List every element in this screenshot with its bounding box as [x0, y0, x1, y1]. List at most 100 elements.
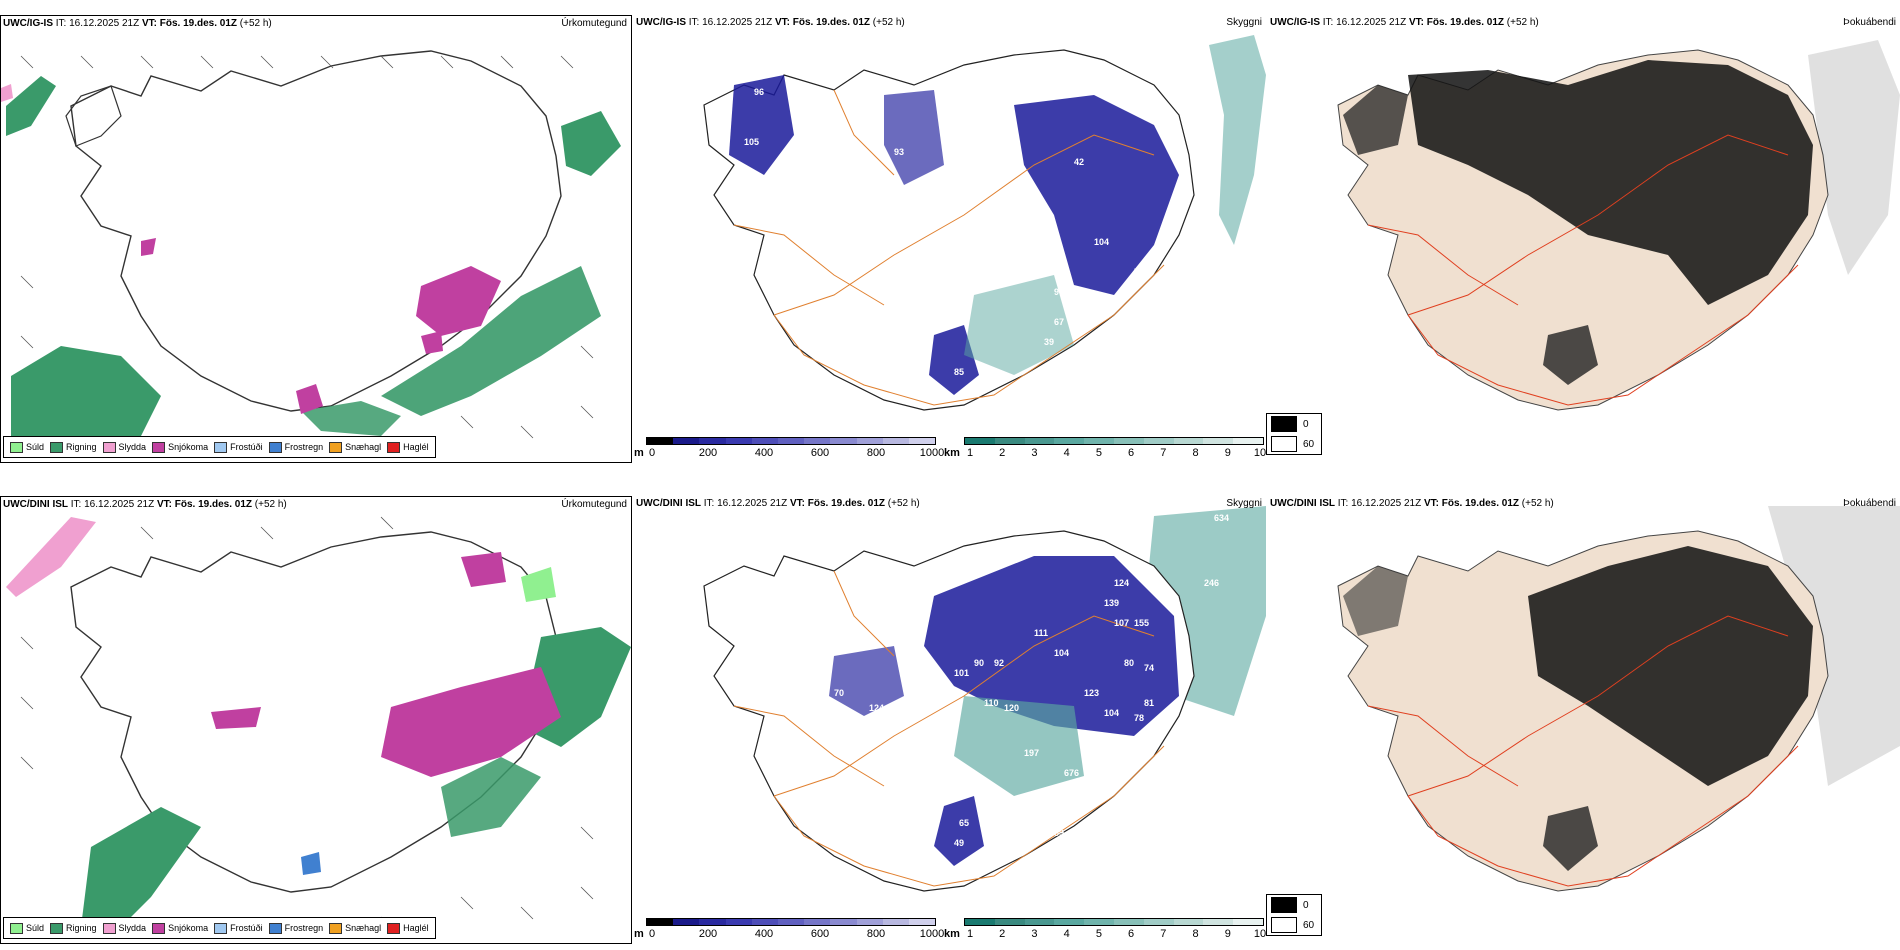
- point-value-label: 105: [744, 137, 759, 147]
- point-value-label: 58: [874, 117, 884, 127]
- drizzle-patch-north: [521, 567, 556, 602]
- precip-legend-top: Súld Rigning Slydda Snjókoma Frostúði Frostre…: [3, 436, 436, 458]
- fog-dark-westfjords: [1343, 566, 1408, 636]
- colorbar-tick: 5: [1095, 447, 1102, 459]
- legend-item-slydda: Slydda: [102, 441, 146, 453]
- colorbar-gradient: [964, 437, 1264, 445]
- point-value-label: 634: [1214, 513, 1229, 523]
- legend-item-frostúði: Frostúði: [214, 441, 263, 453]
- roads: [1367, 615, 1799, 887]
- precip-map-bottom: [6, 516, 631, 937]
- colorbar-tick: 2: [999, 928, 1006, 940]
- point-value-label: 49: [954, 838, 964, 848]
- cloud-base-colorbar-top: m 0 200 400 600 800 1000: [634, 437, 944, 461]
- vis-area-south-interior: [954, 696, 1084, 796]
- point-value-label: 40: [944, 407, 954, 417]
- point-value-label: 83: [814, 227, 824, 237]
- point-value-label: 29: [1074, 788, 1084, 798]
- colorbar-tick: 8: [1192, 928, 1199, 940]
- rain-area-east: [561, 111, 621, 176]
- fog-legend-top: 0 60: [1266, 413, 1322, 455]
- legend-item-snjókoma: Snjókoma: [152, 441, 209, 453]
- snow-patch-west: [141, 238, 156, 256]
- snow-area-south: [296, 384, 323, 414]
- cloud-header-bottom: UWC/DINI ISL IT: 16.12.2025 21Z VT: Fös.…: [636, 498, 920, 509]
- colorbar-tick: 6: [1128, 447, 1135, 459]
- colorbar-tick: 800: [866, 928, 886, 940]
- legend-label: Rigning: [66, 442, 97, 452]
- legend-label: Súld: [26, 442, 45, 452]
- legend-label: Haglél: [403, 923, 429, 933]
- point-value-label: 67: [1054, 317, 1064, 327]
- legend-label: Frostúði: [230, 923, 263, 933]
- precip-legend-bottom: Súld Rigning Slydda Snjókoma Frostúði Frostre…: [3, 917, 436, 939]
- legend-item-slydda: Slydda: [102, 922, 147, 934]
- point-value-label: 99: [1044, 808, 1054, 818]
- fog-haze-east: [1768, 506, 1900, 786]
- point-value-label: 73: [694, 257, 704, 267]
- snow-patch-southeast: [421, 331, 443, 354]
- point-value-label: 85: [954, 367, 964, 377]
- fog-legend-max: 60: [1303, 919, 1315, 931]
- cloud-area-north: [729, 75, 794, 175]
- point-value-label: 90: [974, 658, 984, 668]
- rain-area-northwest: [6, 76, 56, 136]
- legend-label: Frostúði: [230, 442, 263, 452]
- snow-area-north: [461, 552, 506, 587]
- point-value-label: 56: [934, 387, 944, 397]
- point-value-label: 155: [1134, 618, 1149, 628]
- colorbar-tick: 600: [810, 447, 830, 459]
- cloud-header-top: UWC/IG-IS IT: 16.12.2025 21Z VT: Fös. 19…: [636, 17, 905, 28]
- point-value-label: 187: [794, 167, 809, 177]
- legend-item-frostregn: Frostregn: [268, 922, 323, 934]
- fog-legend-max: 60: [1303, 438, 1315, 450]
- colorbar-tick: 7: [1160, 928, 1167, 940]
- point-value-label: 93: [894, 147, 904, 157]
- colorbar-tick: 2: [999, 447, 1006, 459]
- point-value-label: 42: [1074, 157, 1084, 167]
- legend-item-snæhagl: Snæhagl: [329, 441, 381, 453]
- colorbar-tick: 600: [810, 928, 830, 940]
- legend-label: Snjókoma: [168, 442, 209, 452]
- colorbar-tick: 1000: [919, 928, 945, 940]
- legend-item-súld: Súld: [10, 922, 44, 934]
- point-value-label: 124: [869, 703, 884, 713]
- point-value-label: 23: [764, 668, 774, 678]
- legend-swatch: [387, 441, 401, 453]
- fog-legend-min: 0: [1303, 899, 1309, 911]
- legend-item-snæhagl: Snæhagl: [329, 922, 382, 934]
- roads: [733, 570, 1165, 887]
- fog-header-bottom: UWC/DINI ISL IT: 16.12.2025 21Z VT: Fös.…: [1270, 498, 1554, 509]
- precip-title-top: Úrkomutegund: [561, 18, 627, 29]
- colorbar-tick: 1: [966, 447, 974, 459]
- cloud-area-south: [934, 796, 984, 866]
- fog-panel-top: UWC/IG-IS IT: 16.12.2025 21Z VT: Fös. 19…: [1268, 15, 1900, 463]
- colorbar-gradient: [646, 918, 936, 926]
- legend-label: Haglél: [403, 442, 429, 452]
- cloud-panel-top: 96 105 187 58 93 77 42 73 85 56 40 39 67 96 104 119 83 13…: [634, 15, 1266, 463]
- point-value-label: 77: [954, 197, 964, 207]
- fog-dark-westfjords: [1343, 85, 1408, 155]
- point-value-label: 92: [994, 658, 1004, 668]
- legend-swatch: [268, 441, 282, 453]
- point-value-label: 31: [964, 863, 974, 873]
- legend-label: Slydda: [118, 923, 147, 933]
- fog-dark-south: [1543, 325, 1598, 385]
- point-value-label: 104: [1094, 237, 1109, 247]
- colorbar-gradient: [964, 918, 1264, 926]
- colorbar-tick: 9: [1224, 928, 1231, 940]
- cloud-area-northeast: [1014, 95, 1179, 295]
- colorbar-tick: 0: [648, 447, 656, 459]
- legend-swatch: [152, 441, 166, 453]
- fog-haze-east: [1808, 40, 1900, 275]
- legend-swatch: [102, 922, 116, 934]
- colorbar-tick: 1000: [919, 447, 945, 459]
- wind-barbs: [20, 55, 594, 439]
- colorbar-tick: 400: [754, 447, 774, 459]
- colorbar-tick: 9: [1224, 447, 1231, 459]
- legend-label: Snæhagl: [345, 923, 382, 933]
- point-value-label: 120: [1004, 703, 1019, 713]
- point-value-label: 80: [1124, 658, 1134, 668]
- fog-title-top: Þokuábendi: [1843, 17, 1896, 28]
